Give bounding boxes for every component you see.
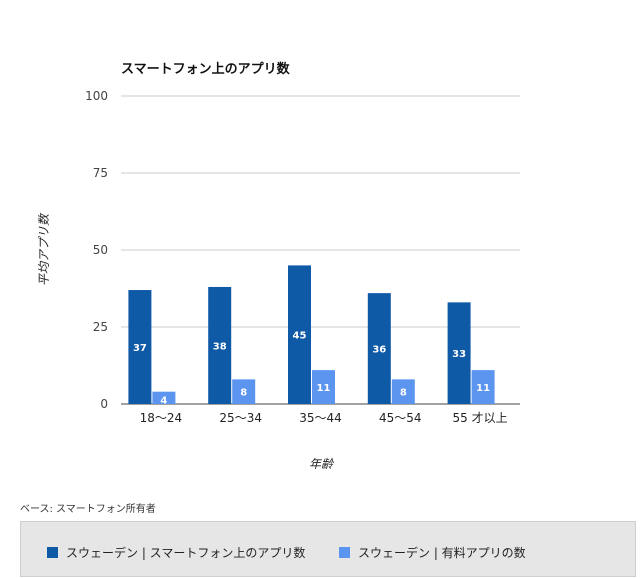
bar-chart: スマートフォン上のアプリ数 0 25 50 75 100 37 4 38 8 45 11 36 8 33…	[37, 61, 520, 471]
data-label: 11	[317, 383, 331, 394]
base-note: ベース: スマートフォン所有者	[20, 504, 156, 515]
y-tick-label: 75	[93, 166, 108, 180]
y-tick-label: 25	[93, 320, 108, 334]
legend-item-apps[interactable]: スウェーデン | スマートフォン上のアプリ数	[47, 544, 305, 561]
data-label: 38	[213, 341, 227, 352]
data-label: 11	[476, 383, 490, 394]
bar	[367, 293, 391, 404]
y-tick-label: 100	[85, 89, 108, 103]
x-tick-label: 18〜24	[140, 411, 183, 425]
legend: スウェーデン | スマートフォン上のアプリ数 スウェーデン | 有料アプリの数	[20, 521, 636, 577]
y-tick-label: 50	[93, 243, 108, 257]
bar	[128, 290, 152, 404]
data-label: 8	[400, 388, 407, 399]
x-tick-label: 35〜44	[299, 411, 342, 425]
legend-swatch-apps	[47, 547, 58, 558]
data-label: 33	[452, 349, 466, 360]
legend-label-paid-apps: スウェーデン | 有料アプリの数	[358, 546, 526, 560]
x-tick-labels: 18〜24 25〜34 35〜44 45〜54 55 才以上	[140, 411, 508, 425]
x-tick-label: 45〜54	[379, 411, 422, 425]
x-tick-label: 25〜34	[219, 411, 262, 425]
legend-label-apps: スウェーデン | スマートフォン上のアプリ数	[66, 546, 306, 560]
bar	[232, 379, 256, 404]
bar	[447, 302, 471, 404]
y-tick-labels: 0 25 50 75 100	[85, 89, 108, 411]
bar	[208, 286, 232, 404]
data-label: 4	[160, 396, 167, 407]
legend-item-paid-apps[interactable]: スウェーデン | 有料アプリの数	[339, 544, 526, 561]
y-axis-label: 平均アプリ数	[37, 212, 51, 286]
bar	[288, 265, 311, 404]
bar	[152, 391, 176, 404]
x-tick-label: 55 才以上	[453, 411, 508, 425]
data-label: 36	[372, 345, 386, 356]
bar	[312, 370, 335, 404]
bar	[471, 370, 495, 404]
data-label: 37	[133, 343, 147, 354]
x-axis-label: 年齢	[309, 457, 335, 471]
data-label: 8	[240, 388, 247, 399]
y-tick-label: 0	[100, 397, 108, 411]
bar	[391, 379, 415, 404]
data-label: 45	[293, 331, 307, 342]
chart-title: スマートフォン上のアプリ数	[121, 61, 291, 77]
bars: 37 4 38 8 45 11 36 8 33 11	[128, 265, 495, 407]
legend-swatch-paid-apps	[339, 547, 350, 558]
